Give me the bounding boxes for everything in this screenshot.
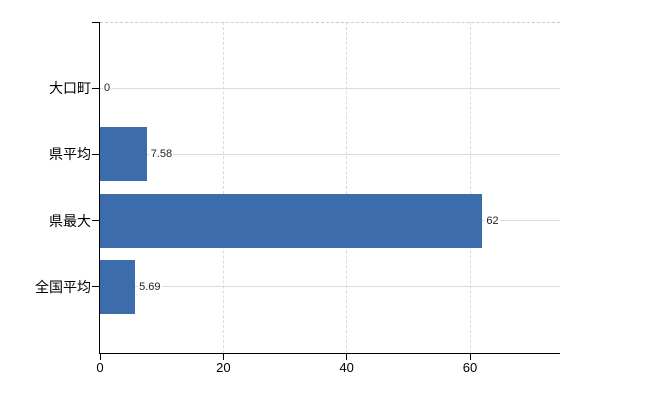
category-label: 大口町 xyxy=(49,80,91,97)
x-axis-tick xyxy=(99,354,101,360)
value-label: 5.69 xyxy=(138,278,162,295)
value-label: 7.58 xyxy=(149,146,174,163)
h-gridline xyxy=(100,153,560,155)
y-axis-tick xyxy=(92,22,99,23)
bar xyxy=(100,193,483,248)
h-gridline xyxy=(100,286,560,288)
v-gridline xyxy=(346,22,348,353)
category-label: 県最大 xyxy=(49,212,91,229)
x-tick-label: 60 xyxy=(462,360,478,375)
x-tick-label: 40 xyxy=(339,360,354,375)
category-label: 全国平均 xyxy=(35,278,91,295)
x-axis-line xyxy=(99,353,560,354)
h-gridline xyxy=(100,87,560,89)
x-axis-tick xyxy=(346,354,348,360)
value-label: 0 xyxy=(103,80,112,97)
y-axis-tick xyxy=(92,286,99,288)
x-tick-label: 0 xyxy=(96,360,104,375)
x-axis-tick xyxy=(469,354,471,360)
v-gridline xyxy=(222,22,224,353)
y-axis-line xyxy=(99,22,100,354)
plot-top-border xyxy=(100,22,560,23)
category-label: 県平均 xyxy=(49,146,91,163)
x-axis-tick xyxy=(222,354,224,360)
x-tick-label: 20 xyxy=(216,360,231,375)
bar xyxy=(100,127,147,182)
y-axis-tick xyxy=(92,87,99,89)
y-axis-tick xyxy=(92,220,99,222)
y-axis-tick xyxy=(92,153,99,155)
value-label: 62 xyxy=(485,212,500,229)
v-gridline xyxy=(469,22,471,353)
bar xyxy=(100,259,136,314)
